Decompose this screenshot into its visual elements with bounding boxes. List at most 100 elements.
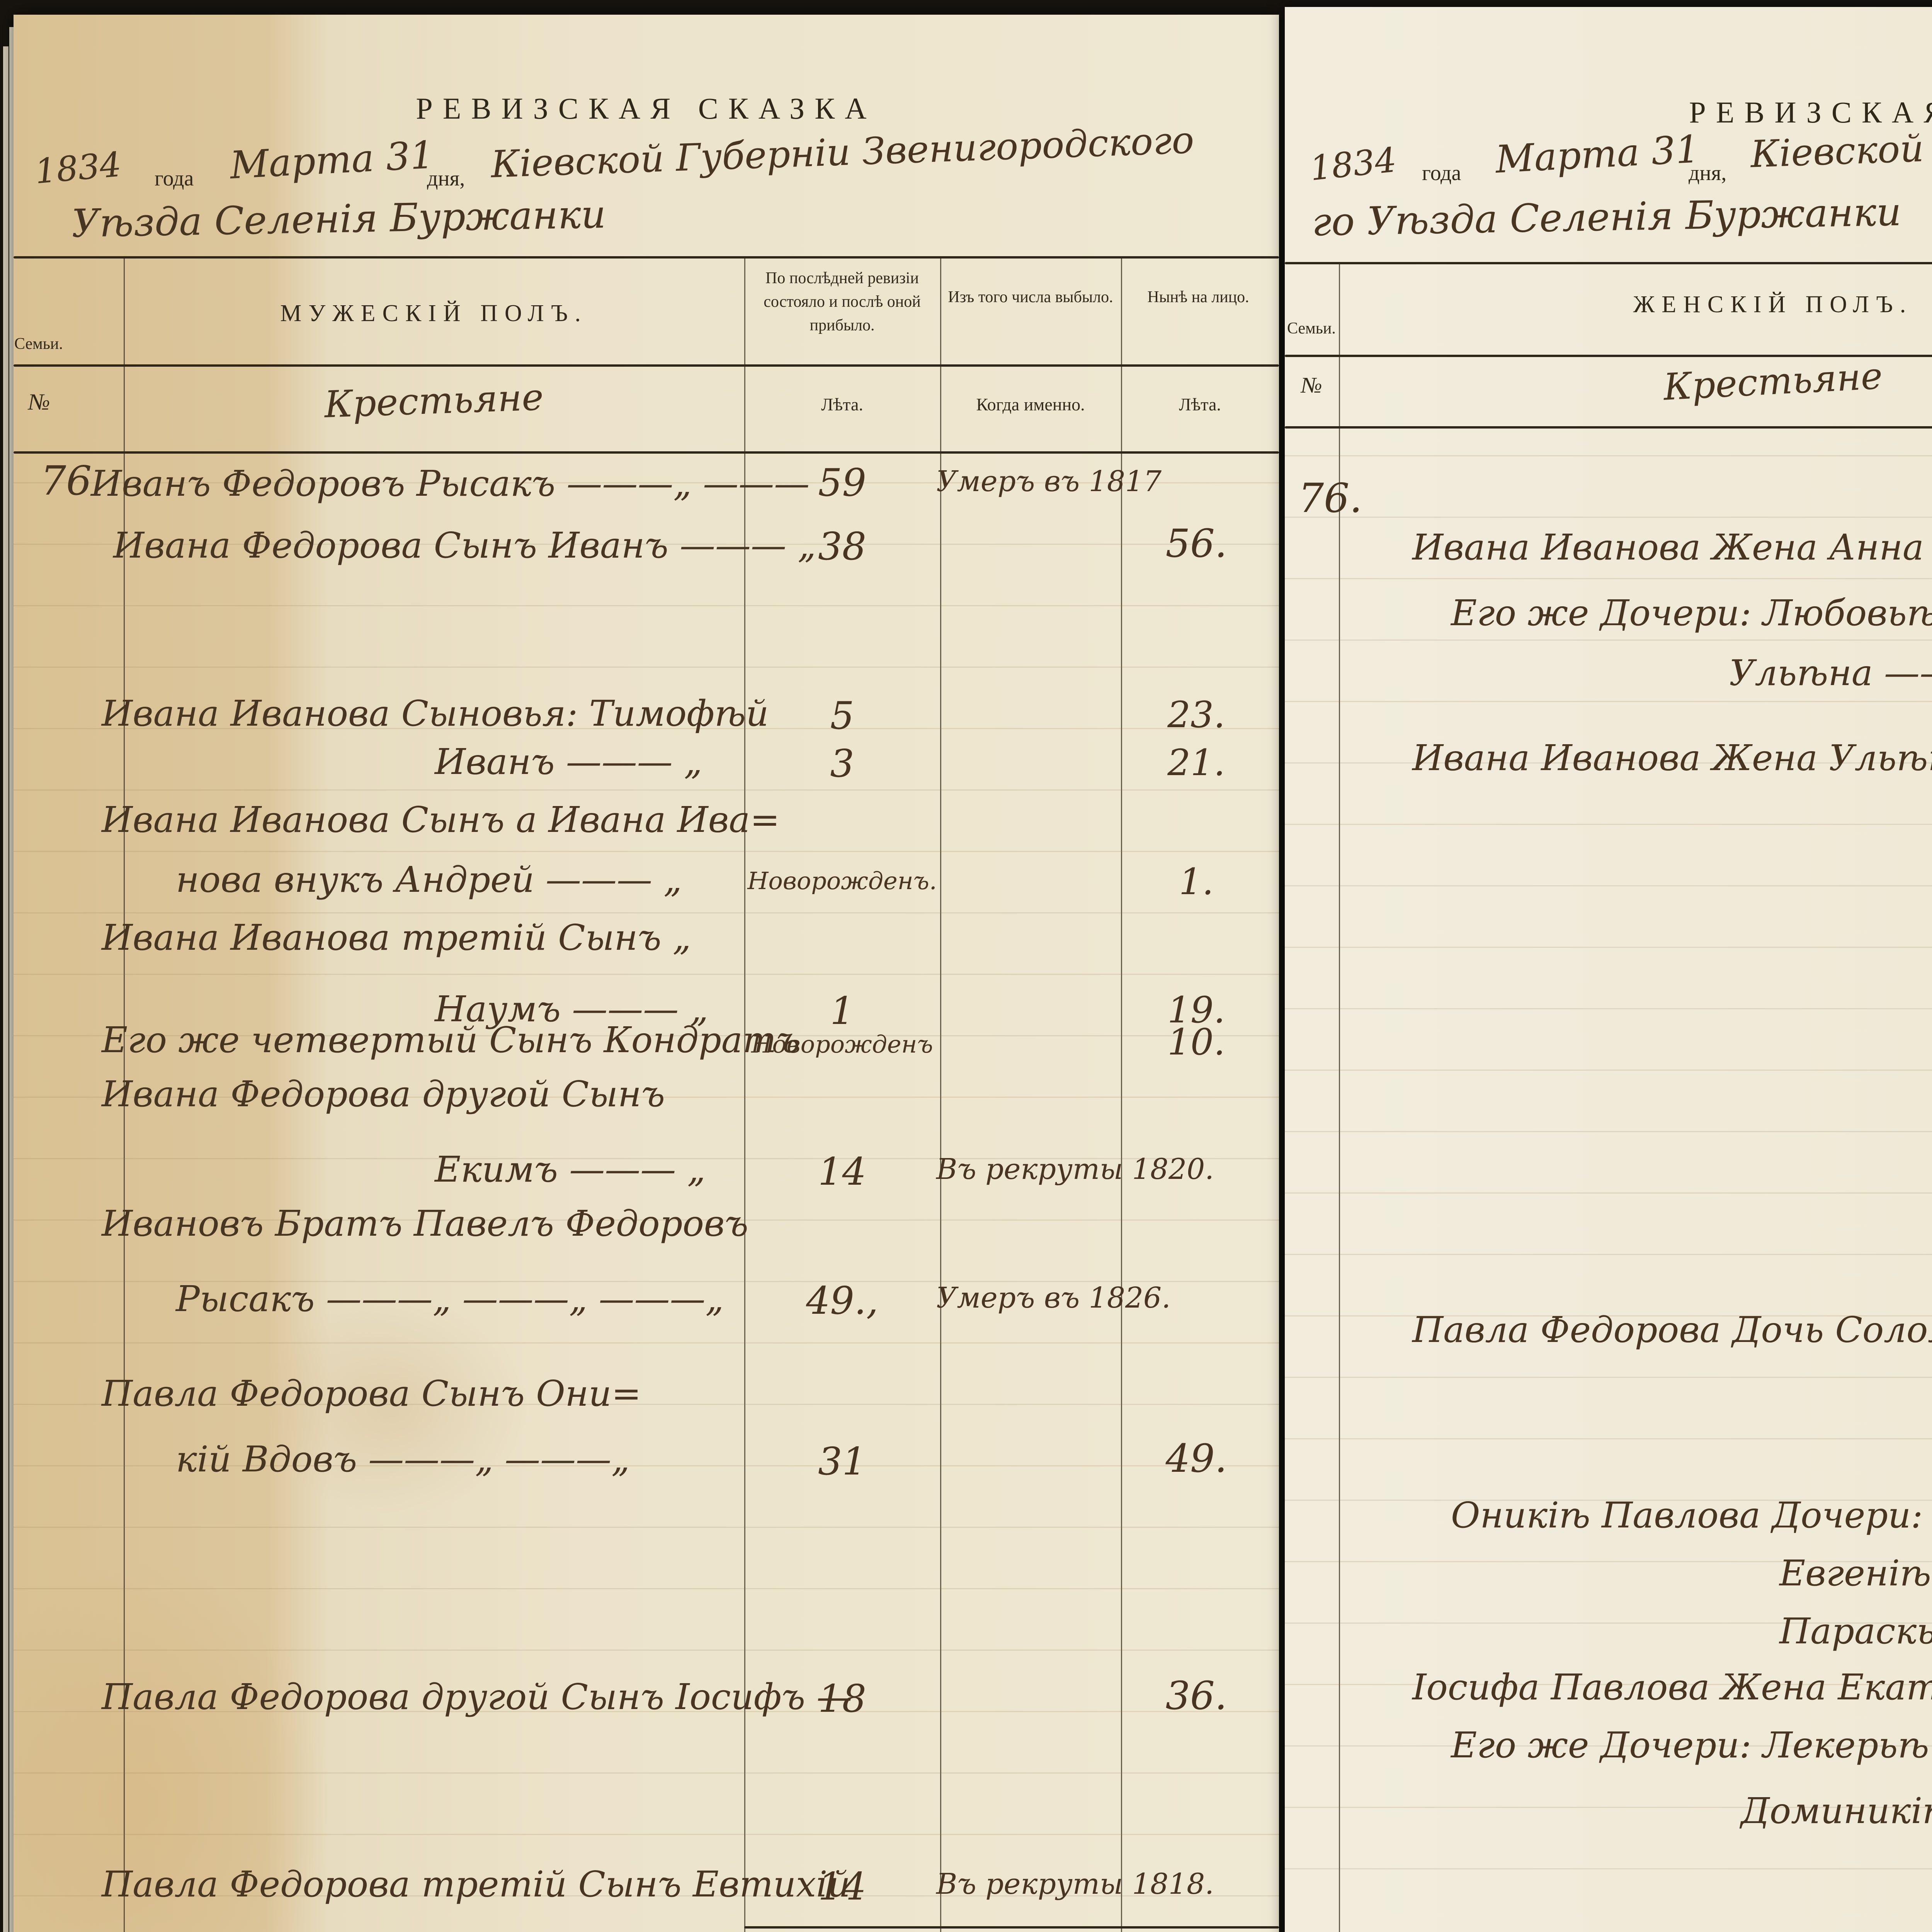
age-previous: Новорожденъ. bbox=[747, 867, 937, 895]
departure-note: Въ рекруты 1820. bbox=[936, 1153, 1214, 1186]
age-previous: 49., bbox=[806, 1279, 878, 1323]
table-line bbox=[744, 1926, 1279, 1929]
family-number: 76 bbox=[41, 457, 92, 504]
male-row-name: Ивана Федорова другой Сынъ bbox=[102, 1073, 665, 1115]
male-row-name: Павла Федорова другой Сынъ Іосифъ — bbox=[102, 1676, 852, 1718]
age-current: 10. bbox=[1167, 1021, 1225, 1063]
page-title: РЕВИЗСКАЯ СКАЗКА bbox=[416, 92, 877, 125]
sheet-edge bbox=[3, 46, 9, 1932]
age-previous: 59 bbox=[818, 461, 866, 505]
col-no: № bbox=[1301, 372, 1322, 398]
age-previous: 31 bbox=[818, 1440, 866, 1484]
table-line bbox=[1285, 355, 1932, 357]
male-row-name-cont: нова внукъ Андрей ——— „ bbox=[176, 859, 682, 900]
col-estate: Крестьяне bbox=[323, 376, 544, 426]
left-page-male: РЕВИЗСКАЯ СКАЗКА 1834 года Марта 31 дня,… bbox=[14, 15, 1279, 1932]
date-year: 1834 bbox=[1308, 139, 1398, 189]
age-previous: 38 bbox=[818, 525, 866, 569]
table-line bbox=[14, 256, 1279, 259]
male-row-name-cont: Наумъ ——— „ bbox=[435, 988, 709, 1030]
age-previous: 1 bbox=[830, 989, 854, 1033]
age-current: 36. bbox=[1165, 1673, 1227, 1718]
place-line: го Уѣзда Селенія Буржанки bbox=[1311, 189, 1902, 245]
age-current: 21. bbox=[1167, 742, 1225, 784]
ruled-lines bbox=[1285, 455, 1932, 1916]
table-line bbox=[1339, 262, 1340, 1932]
male-row-name: Ивановъ Братъ Павелъ Федоровъ bbox=[102, 1203, 748, 1244]
col-family: Семьи. bbox=[14, 335, 63, 353]
date-region: Кіевской Губерніи Звенигородского bbox=[490, 118, 1195, 186]
place-line: Уѣзда Селенія Буржанки bbox=[71, 191, 606, 247]
family-number: 76. bbox=[1298, 474, 1362, 522]
male-row-name: Ивана Иванова третій Сынъ „ bbox=[102, 917, 691, 958]
table-line bbox=[940, 256, 941, 1932]
table-line bbox=[14, 364, 1279, 367]
total-male-value: 8 bbox=[1121, 1931, 1272, 1932]
col-prev-revision: По послѣдней ревизіи состояло и послѣ он… bbox=[764, 269, 921, 334]
male-row-name-cont: кій Вдовъ ———„ ———„ bbox=[176, 1439, 630, 1480]
page-title: РЕВИЗСКАЯ СКАЗКА bbox=[1689, 95, 1932, 129]
date-year-label: года bbox=[1422, 161, 1461, 185]
col-gender: МУЖЕСКІЙ ПОЛЪ. bbox=[280, 300, 588, 327]
table-line bbox=[124, 256, 125, 1932]
male-row-name: Иванъ ——— „ bbox=[435, 741, 702, 782]
female-row-name: Іосифа Павлова Жена Екатерина ——„ —„ bbox=[1412, 1667, 1932, 1708]
age-current: 1. bbox=[1179, 861, 1214, 903]
right-page-female: РЕВИЗСКАЯ СКАЗКА 41 1834 года Марта 31 д… bbox=[1285, 7, 1932, 1932]
male-row-name-cont: Екимъ ——— „ bbox=[435, 1149, 706, 1190]
female-row-name: Евгеніѣ ——— „ bbox=[1779, 1553, 1932, 1594]
age-current: 49. bbox=[1165, 1436, 1227, 1481]
female-row-name: Его же Дочери: Любовьѣ ——„ ———„ bbox=[1451, 592, 1932, 634]
male-row-name: Ивана Иванова Сыновья: Тимофѣй bbox=[102, 693, 769, 734]
male-row-name: Павла Федорова третій Сынъ Евтихій bbox=[102, 1864, 850, 1905]
col-departed: Изъ того числа выбыло. bbox=[948, 288, 1113, 306]
date-day-label: дня, bbox=[427, 167, 465, 190]
age-previous: 14 bbox=[818, 1865, 866, 1909]
female-row-name: Ульѣна ——„ ———„ bbox=[1729, 652, 1932, 694]
age-previous: 3 bbox=[830, 742, 854, 786]
female-row-name: Павла Федорова Дочь Соломіѣ ———„ ———„ bbox=[1412, 1309, 1932, 1350]
date-day-label: дня, bbox=[1689, 161, 1727, 185]
table-line bbox=[1285, 262, 1932, 264]
male-row-name: Павла Федорова Сынъ Они= bbox=[102, 1373, 641, 1414]
male-row-name: Иванъ Федоровъ Рысакъ ———„ ——— bbox=[91, 463, 810, 504]
ruled-lines bbox=[14, 482, 1279, 1923]
age-previous: 18 bbox=[818, 1677, 866, 1721]
female-row-name: Ивана Иванова Жена Анна ———„ ———„ bbox=[1412, 527, 1932, 568]
col-gender: ЖЕНСКІЙ ПОЛЪ. bbox=[1633, 291, 1913, 318]
col-family: Семьи. bbox=[1287, 320, 1336, 337]
female-row-name: Его же Дочери: Лекерьѣ ———„ — „ bbox=[1451, 1725, 1932, 1766]
age-current: 23. bbox=[1167, 694, 1225, 736]
table-line bbox=[1121, 256, 1122, 1932]
female-row-name: Ивана Иванова Жена Ульѣна ——„ ———„ bbox=[1412, 737, 1932, 779]
table-line bbox=[14, 451, 1279, 454]
age-current: 19. bbox=[1167, 989, 1225, 1031]
table-line bbox=[744, 256, 745, 1932]
male-row-name-cont: Рысакъ ———„ ———„ ———„ bbox=[176, 1278, 724, 1320]
col-prev-sub: Лѣта. bbox=[821, 395, 863, 414]
date-year: 1834 bbox=[33, 144, 123, 192]
col-no: № bbox=[28, 389, 50, 415]
departure-note: Умеръ въ 1817 bbox=[936, 465, 1162, 498]
col-departed-sub: Когда именно. bbox=[976, 395, 1085, 414]
col-now-present: Нынѣ на лицо. bbox=[1147, 288, 1249, 306]
female-row-name: Доминикіѣ —„ —„ bbox=[1741, 1790, 1932, 1832]
female-row-name: Параскьвіѣ —— „ bbox=[1779, 1611, 1932, 1652]
date-day: Марта 31 bbox=[229, 133, 435, 188]
age-previous: Новорожденъ bbox=[751, 1030, 933, 1058]
male-row-name: Ивана Иванова Сынъ а Ивана Ива= bbox=[102, 799, 780, 840]
female-row-name: Оникіѣ Павлова Дочери: Татьѣна ———„ bbox=[1451, 1495, 1932, 1536]
age-previous: 5 bbox=[830, 694, 854, 738]
col-estate: Крестьяне bbox=[1662, 355, 1884, 409]
col-now-sub: Лѣта. bbox=[1179, 395, 1221, 414]
age-current: 56. bbox=[1165, 521, 1227, 566]
departure-note: Умеръ въ 1826. bbox=[936, 1281, 1171, 1315]
male-row-name: Ивана Федорова Сынъ Иванъ ——— „ bbox=[113, 525, 816, 566]
date-day: Марта 31 bbox=[1494, 127, 1701, 182]
total-female-label: Итого женска пола на лицо bbox=[1555, 1927, 1932, 1932]
date-year-label: года bbox=[155, 167, 194, 190]
departure-note: Въ рекруты 1818. bbox=[936, 1867, 1214, 1901]
table-line bbox=[1285, 426, 1932, 429]
sheet-edge bbox=[9, 27, 14, 1932]
